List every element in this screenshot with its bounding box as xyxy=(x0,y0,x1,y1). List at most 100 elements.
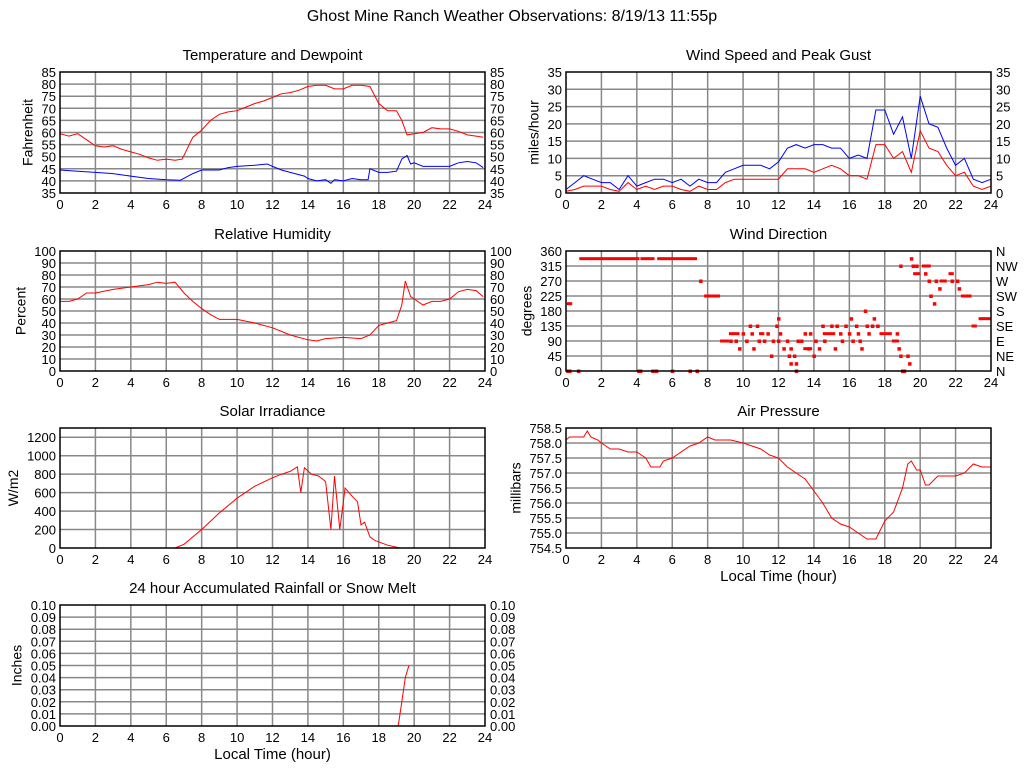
x-tick-label: 18 xyxy=(878,375,892,390)
x-tick-label: 0 xyxy=(56,730,63,745)
x-tick-label: 22 xyxy=(442,552,456,567)
direction-run xyxy=(579,257,640,261)
page-title: Ghost Mine Ranch Weather Observations: 8… xyxy=(306,8,718,25)
y-tick-label-right: 20 xyxy=(996,117,1010,132)
x-tick-label: 4 xyxy=(633,552,640,567)
y-tick-label: 200 xyxy=(34,523,56,538)
x-tick-label: 18 xyxy=(372,552,386,567)
direction-point xyxy=(899,264,903,268)
x-tick-label: 22 xyxy=(442,730,456,745)
series-line-0 xyxy=(59,84,484,161)
series-line-1 xyxy=(59,154,484,184)
direction-point xyxy=(876,324,880,328)
y-tick-label: 758.5 xyxy=(529,421,562,436)
x-tick-label: 0 xyxy=(562,375,569,390)
direction-point xyxy=(870,324,875,328)
y-axis-label: Inches xyxy=(9,645,25,686)
compass-label: W xyxy=(996,274,1009,289)
y-tick-label-right: 0.09 xyxy=(490,610,515,625)
x-tick-label: 16 xyxy=(336,375,350,390)
y-tick-label: 35 xyxy=(42,186,56,201)
x-tick-label: 12 xyxy=(771,197,785,212)
y-tick-label: 65 xyxy=(42,113,56,128)
y-tick-label: 0.08 xyxy=(31,622,56,637)
y-tick-label: 758.0 xyxy=(529,436,562,451)
y-tick-label: 10 xyxy=(42,352,56,367)
direction-point xyxy=(738,347,742,351)
direction-point xyxy=(796,339,800,343)
direction-point xyxy=(789,362,793,366)
y-tick-label: 0.05 xyxy=(31,659,56,674)
compass-label: NW xyxy=(996,259,1018,274)
direction-point xyxy=(860,347,864,351)
chart-title: Solar Irradiance xyxy=(220,403,326,420)
direction-run xyxy=(566,302,573,306)
y-tick-label: 80 xyxy=(42,77,56,92)
y-tick-label-right: 15 xyxy=(996,134,1010,149)
direction-point xyxy=(817,347,822,351)
direction-point xyxy=(750,332,754,336)
y-tick-label-right: 60 xyxy=(490,126,504,141)
y-tick-label: 0.02 xyxy=(31,695,56,710)
direction-point xyxy=(771,339,776,343)
y-tick-label: 757.0 xyxy=(529,466,562,481)
direction-run xyxy=(921,264,931,268)
y-tick-label: 400 xyxy=(34,504,56,519)
direction-point xyxy=(950,279,955,283)
direction-point xyxy=(847,332,852,336)
direction-run xyxy=(913,272,921,276)
y-tick-label: 225 xyxy=(540,289,562,304)
x-tick-label: 24 xyxy=(478,730,492,745)
x-tick-label: 14 xyxy=(301,375,315,390)
x-tick-label: 10 xyxy=(230,730,244,745)
x-tick-label: 12 xyxy=(771,552,785,567)
y-tick-label: 0 xyxy=(555,186,562,201)
x-tick-label: 8 xyxy=(198,552,205,567)
x-tick-label: 8 xyxy=(704,552,711,567)
x-tick-label: 2 xyxy=(598,552,605,567)
x-tick-label: 22 xyxy=(948,197,962,212)
y-tick-label-right: 10 xyxy=(996,151,1010,166)
y-tick-label: 0 xyxy=(49,541,56,556)
y-tick-label: 15 xyxy=(548,134,562,149)
x-tick-label: 8 xyxy=(198,197,205,212)
series-line-0 xyxy=(397,665,410,727)
y-tick-label: 180 xyxy=(540,304,562,319)
direction-point xyxy=(927,279,932,283)
y-tick-label-right: 80 xyxy=(490,268,504,283)
x-tick-label: 20 xyxy=(913,375,927,390)
x-tick-label: 12 xyxy=(265,730,279,745)
y-tick-label-right: 35 xyxy=(996,65,1010,80)
y-tick-label-right: 5 xyxy=(996,169,1003,184)
direction-run xyxy=(704,294,721,298)
y-tick-label: 45 xyxy=(548,349,562,364)
direction-point xyxy=(729,339,733,343)
x-tick-label: 14 xyxy=(807,375,821,390)
y-tick-label: 10 xyxy=(548,151,562,166)
x-tick-label: 6 xyxy=(669,197,676,212)
y-tick-label-right: 70 xyxy=(490,101,504,116)
x-tick-label: 18 xyxy=(878,197,892,212)
y-tick-label: 45 xyxy=(42,162,56,177)
y-tick-label-right: 50 xyxy=(490,304,504,319)
x-tick-label: 6 xyxy=(163,197,170,212)
y-tick-label-right: 70 xyxy=(490,280,504,295)
compass-label: S xyxy=(996,304,1005,319)
series-line-0 xyxy=(565,430,991,540)
direction-point xyxy=(792,354,797,358)
x-axis-label: Local Time (hour) xyxy=(720,568,837,585)
x-tick-label: 14 xyxy=(301,552,315,567)
y-tick-label-right: 0.06 xyxy=(490,646,515,661)
x-tick-label: 22 xyxy=(442,375,456,390)
x-tick-label: 10 xyxy=(230,552,244,567)
y-tick-label: 755.5 xyxy=(529,511,562,526)
y-tick-label: 756.5 xyxy=(529,481,562,496)
x-tick-label: 6 xyxy=(163,552,170,567)
direction-run xyxy=(978,317,991,321)
chart-press: 0 2 4 6 8 10 12 14 16 18 20 22 24754.5755.0755.5756.… xyxy=(507,403,998,585)
y-tick-label: 270 xyxy=(540,274,562,289)
y-tick-label-right: 65 xyxy=(490,113,504,128)
direction-point xyxy=(785,339,790,343)
